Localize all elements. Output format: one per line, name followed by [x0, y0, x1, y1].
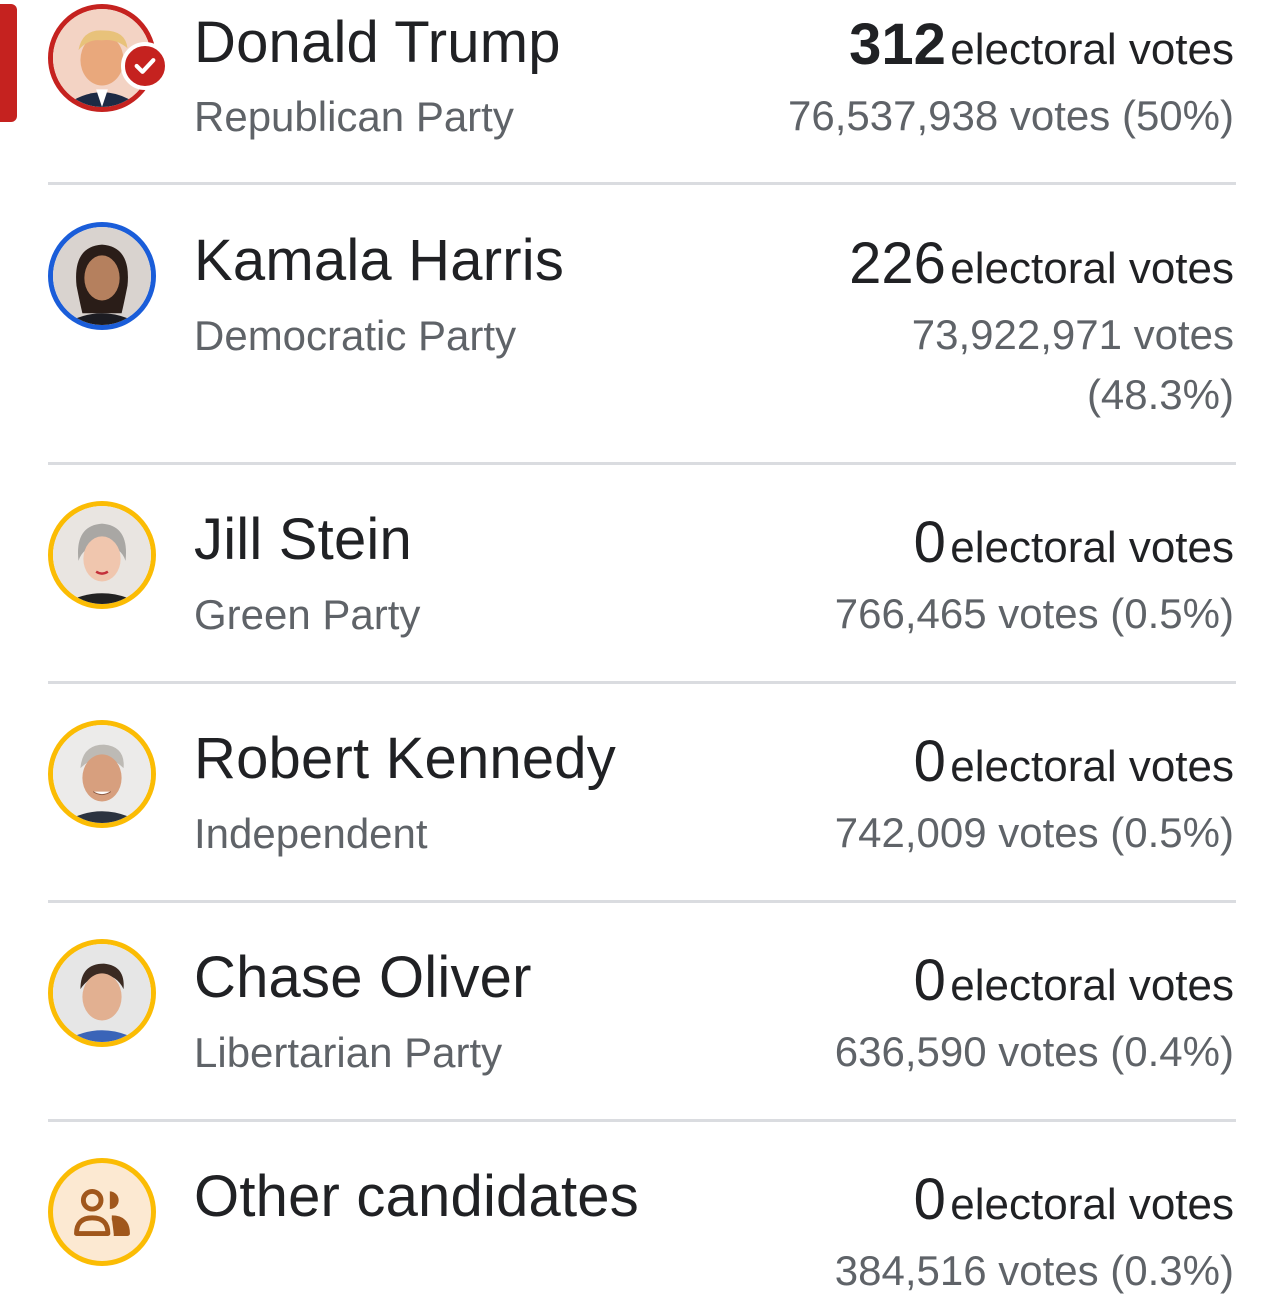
electoral-votes-label: electoral votes [950, 961, 1234, 1010]
portrait-image [53, 944, 151, 1042]
electoral-votes-count: 0 [913, 948, 946, 1013]
electoral-votes-count: 226 [849, 231, 946, 296]
electoral-votes: 0 electoral votes [914, 952, 1234, 1025]
electoral-votes-count: 0 [913, 510, 946, 575]
candidate-row-harris[interactable]: Kamala Harris Democratic Party 226 elect… [0, 185, 1284, 464]
row-divider [48, 681, 1236, 684]
popular-votes: 766,465 votes (0.5%) [834, 590, 1234, 637]
candidate-row-stein[interactable]: Jill Stein Green Party 0 electoral votes… [0, 464, 1284, 683]
electoral-votes-label: electoral votes [950, 1180, 1234, 1229]
winner-check-icon [121, 42, 169, 90]
candidate-avatar [48, 222, 156, 330]
electoral-votes: 0 electoral votes [914, 733, 1234, 806]
candidate-avatar [48, 501, 156, 609]
candidate-row-oliver[interactable]: Chase Oliver Libertarian Party 0 elector… [0, 902, 1284, 1121]
candidate-party: Independent [194, 810, 428, 857]
candidate-avatar [48, 1158, 156, 1266]
candidate-row-trump[interactable]: Donald Trump Republican Party 312 electo… [0, 0, 1284, 185]
people-group-icon [74, 1188, 130, 1237]
electoral-votes: 0 electoral votes [914, 1171, 1234, 1244]
candidate-party: Republican Party [194, 93, 514, 140]
electoral-votes: 312 electoral votes [849, 16, 1234, 89]
winner-indicator-bar [0, 4, 17, 122]
row-divider [48, 900, 1236, 903]
electoral-votes: 0 electoral votes [914, 514, 1234, 587]
electoral-votes-label: electoral votes [950, 742, 1234, 791]
popular-votes: 636,590 votes (0.4%) [834, 1028, 1234, 1075]
electoral-votes-label: electoral votes [950, 25, 1234, 74]
row-divider [48, 182, 1236, 185]
candidate-name: Other candidates [194, 1164, 639, 1229]
popular-votes: 384,516 votes (0.3%) [834, 1247, 1234, 1294]
electoral-votes-label: electoral votes [950, 523, 1234, 572]
candidate-name: Kamala Harris [194, 228, 565, 293]
candidate-name: Robert Kennedy [194, 726, 616, 791]
portrait-image [53, 725, 151, 823]
electoral-votes-count: 312 [849, 12, 946, 77]
popular-votes: 742,009 votes (0.5%) [834, 809, 1234, 856]
portrait-image [53, 506, 151, 604]
candidate-row-kennedy[interactable]: Robert Kennedy Independent 0 electoral v… [0, 683, 1284, 902]
candidate-party: Green Party [194, 591, 421, 638]
candidate-avatar [48, 720, 156, 828]
candidate-party: Libertarian Party [194, 1029, 503, 1076]
row-divider [48, 462, 1236, 465]
portrait-image [53, 227, 151, 325]
popular-votes: 76,537,938 votes (50%) [788, 92, 1234, 139]
row-divider [48, 1119, 1236, 1122]
electoral-votes: 226 electoral votes [849, 235, 1234, 308]
electoral-votes-label: electoral votes [950, 244, 1234, 293]
popular-votes-percent: (48.3%) [1086, 371, 1234, 418]
electoral-votes-count: 0 [913, 729, 946, 794]
popular-votes: 73,922,971 votes (48.3%) [912, 305, 1234, 425]
candidate-name: Jill Stein [194, 507, 412, 572]
candidate-party: Democratic Party [194, 312, 517, 359]
electoral-votes-count: 0 [913, 1167, 946, 1232]
candidate-avatar [48, 939, 156, 1047]
candidate-name: Chase Oliver [194, 945, 532, 1010]
candidate-name: Donald Trump [194, 10, 561, 75]
candidate-row-others[interactable]: Other candidates 0 electoral votes 384,5… [0, 1121, 1284, 1298]
popular-votes-count: 73,922,971 votes [911, 311, 1234, 358]
